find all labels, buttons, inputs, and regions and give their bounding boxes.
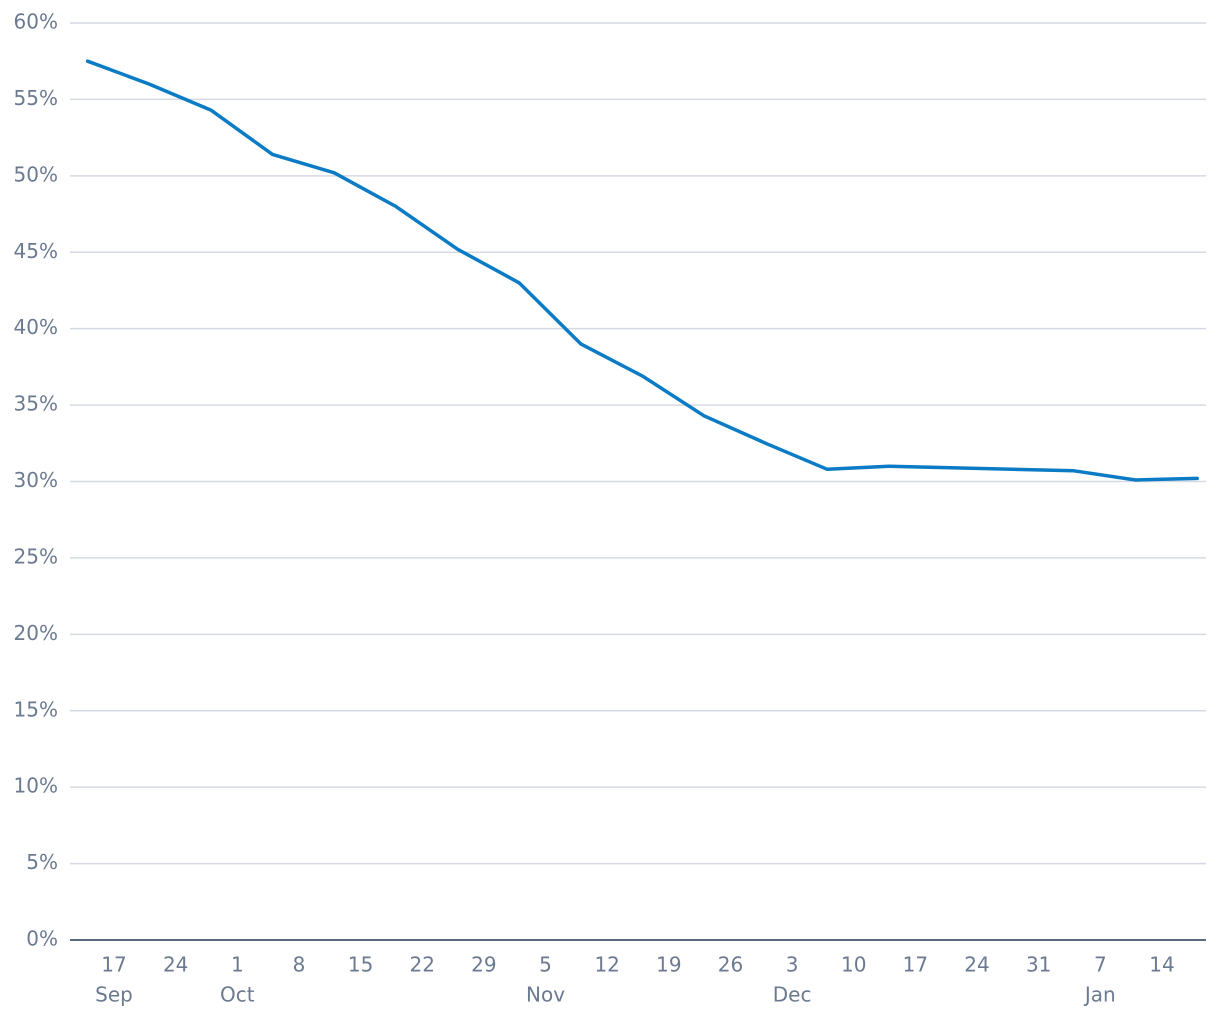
y-tick-label: 5% <box>26 850 58 874</box>
x-tick-label: 29 <box>471 953 496 977</box>
x-tick-label: 15 <box>348 953 373 977</box>
y-tick-label: 40% <box>14 315 58 339</box>
x-tick-label: 8 <box>293 953 306 977</box>
x-tick-label: 17 <box>101 953 126 977</box>
x-tick-label: 10 <box>841 953 866 977</box>
x-month-label: Sep <box>95 983 133 1007</box>
x-tick-label: 24 <box>964 953 989 977</box>
y-tick-label: 50% <box>14 162 58 186</box>
y-tick-label: 35% <box>14 392 58 416</box>
x-tick-label: 1 <box>231 953 244 977</box>
x-tick-label: 31 <box>1026 953 1051 977</box>
y-tick-label: 25% <box>14 544 58 568</box>
x-month-label: Jan <box>1083 983 1116 1007</box>
y-tick-label: 0% <box>26 927 58 951</box>
x-tick-label: 7 <box>1094 953 1107 977</box>
x-tick-label: 3 <box>786 953 799 977</box>
data-line <box>85 59 1199 482</box>
y-tick-label: 10% <box>14 774 58 798</box>
x-tick-label: 5 <box>539 953 552 977</box>
x-tick-label: 24 <box>163 953 188 977</box>
y-tick-label: 15% <box>14 697 58 721</box>
y-tick-label: 20% <box>14 621 58 645</box>
x-month-label: Nov <box>526 983 565 1007</box>
x-tick-label: 12 <box>594 953 619 977</box>
y-tick-label: 60% <box>14 10 58 34</box>
y-tick-label: 55% <box>14 86 58 110</box>
y-tick-label: 45% <box>14 239 58 263</box>
x-month-label: Oct <box>220 983 255 1007</box>
x-tick-label: 19 <box>656 953 681 977</box>
y-tick-label: 30% <box>14 468 58 492</box>
x-tick-label: 14 <box>1149 953 1174 977</box>
x-tick-label: 26 <box>718 953 743 977</box>
x-tick-label: 17 <box>903 953 928 977</box>
x-tick-label: 22 <box>410 953 435 977</box>
x-month-label: Dec <box>773 983 812 1007</box>
